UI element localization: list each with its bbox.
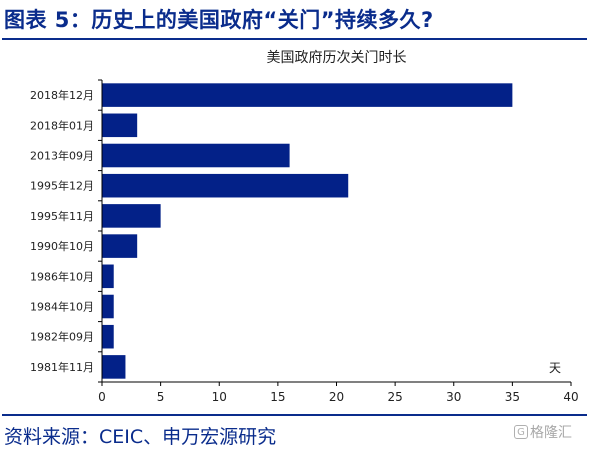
x-tick-label: 5: [157, 390, 165, 404]
source-note: 资料来源：CEIC、申万宏源研究: [4, 426, 277, 448]
x-tick-label: 20: [329, 390, 344, 404]
bar-1995年11月: [102, 204, 161, 228]
bottom-rule: [2, 414, 587, 416]
y-axis: 2018年12月 2018年01月 2013年09月 1995年12月 1995年11月…: [30, 79, 103, 383]
category-label: 1990年10月: [30, 239, 94, 253]
figure-title: 图表 5：历史上的美国政府“关门”持续多久?: [4, 8, 434, 32]
x-tick-label: 25: [387, 390, 402, 404]
bar-1982年09月: [102, 324, 114, 349]
watermark-text: 格隆汇: [530, 425, 572, 441]
category-label: 1995年11月: [30, 209, 94, 223]
bar-1986年10月: [102, 264, 114, 289]
x-tick-label: 0: [98, 390, 106, 404]
bar-2018年12月: [102, 83, 513, 107]
glh-logo-icon: G: [514, 425, 528, 439]
watermark: G 格隆汇: [514, 422, 572, 442]
bars-group: [102, 83, 513, 379]
x-tick-label: 15: [270, 390, 285, 404]
x-tick-label: 30: [446, 390, 461, 404]
category-label: 1982年09月: [30, 330, 94, 344]
category-label: 2013年09月: [30, 149, 94, 163]
bar-chart: 美国政府历次关门时长 2018年12月 2018年01月 2013年09月 1995年…: [30, 50, 579, 404]
bar-1990年10月: [102, 234, 138, 258]
x-axis: 0 5 10 15 20 25 30 35 40: [98, 381, 579, 404]
category-label: 2018年12月: [30, 88, 94, 102]
category-label: 1995年12月: [30, 179, 94, 193]
category-label: 2018年01月: [30, 118, 94, 132]
x-tick-label: 10: [212, 390, 227, 404]
bar-2018年01月: [102, 113, 138, 138]
bar-1984年10月: [102, 294, 114, 319]
x-tick-label: 40: [563, 390, 578, 404]
x-tick-label: 35: [505, 390, 520, 404]
chart-title: 美国政府历次关门时长: [267, 50, 407, 66]
top-rule: [2, 38, 587, 40]
bar-1981年11月: [102, 355, 126, 379]
category-label: 1981年11月: [30, 360, 94, 374]
bar-1995年12月: [102, 173, 349, 198]
category-label: 1986年10月: [30, 269, 94, 283]
category-label: 1984年10月: [30, 300, 94, 314]
bar-2013年09月: [102, 143, 290, 168]
unit-label: 天: [549, 361, 561, 375]
